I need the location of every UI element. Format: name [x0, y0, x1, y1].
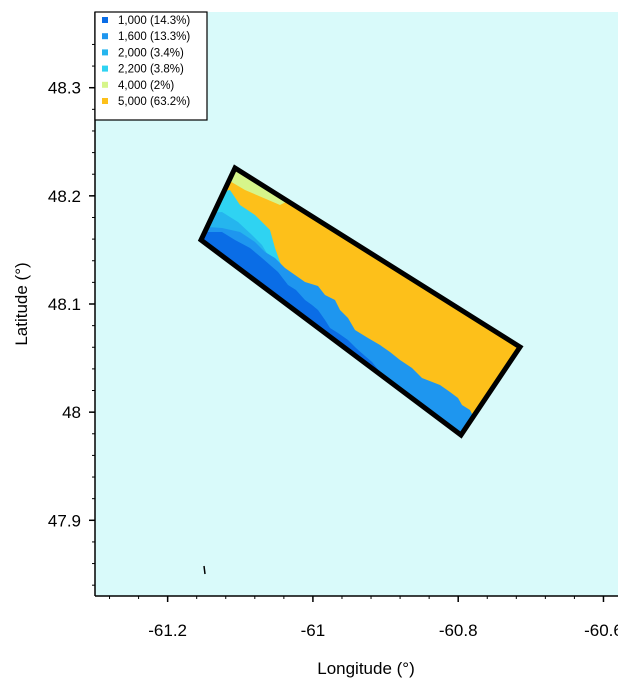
legend-box [94, 11, 208, 121]
legend-label: 2,200 (3.8%) [118, 64, 184, 76]
y-tick-label: 48.3 [48, 79, 81, 98]
legend-swatch [102, 49, 108, 56]
legend-swatch [102, 65, 108, 72]
legend-swatch [102, 98, 108, 104]
legend-label: 1,000 (14.3%) [118, 15, 190, 27]
legend-swatch [102, 81, 108, 88]
legend-swatch [102, 17, 108, 23]
x-axis-label: Longitude (°) [317, 659, 415, 678]
x-tick-label: -61 [301, 621, 326, 640]
study-area-outline [197, 164, 524, 439]
x-tick-label: -60.8 [439, 621, 478, 640]
legend-label: 2,000 (3.4%) [118, 47, 184, 59]
x-tick-label: -61.2 [148, 621, 187, 640]
legend-label: 1,600 (13.3%) [118, 31, 190, 43]
legend-label: 5,000 (63.2%) [118, 96, 190, 108]
legend: 1,000 (14.3%) 1,600 (13.3%) 2,000 (3.4%) 2,… [94, 11, 208, 121]
y-tick-label: 48.2 [48, 187, 81, 206]
x-tick-label: -60.6 [584, 621, 618, 640]
y-tick-label: 48.1 [48, 295, 81, 314]
legend-label: 4,000 (2%) [118, 80, 174, 92]
legend-swatch [102, 33, 108, 40]
coastline-fragment [203, 565, 206, 575]
y-tick-label: 47.9 [48, 511, 81, 530]
y-tick-label: 48 [62, 403, 81, 422]
y-axis-label: Latitude (°) [12, 262, 31, 345]
